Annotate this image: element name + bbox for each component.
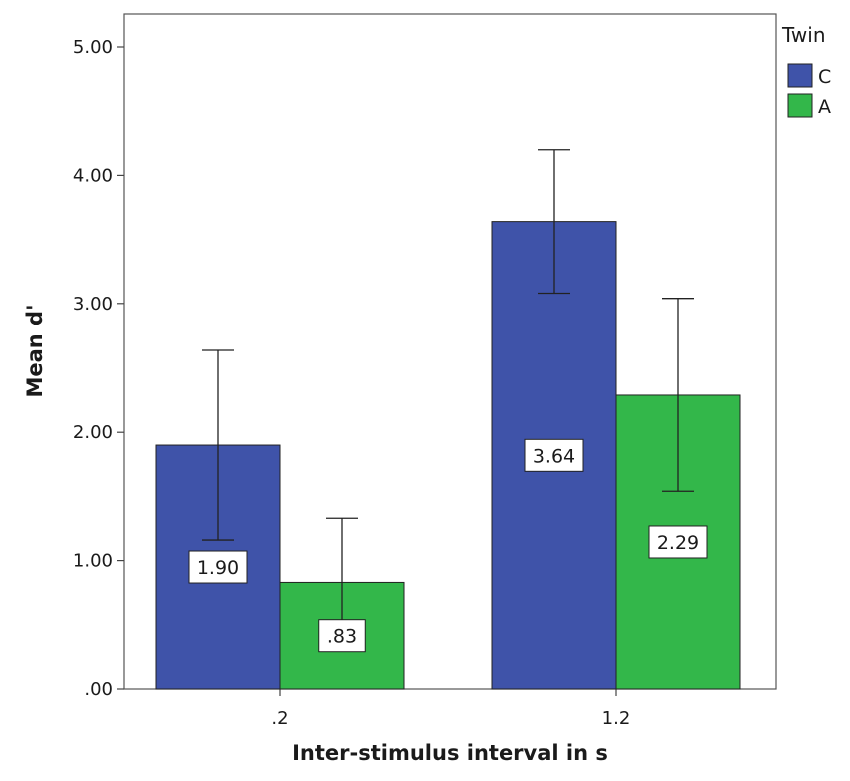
data-label-box bbox=[524, 438, 584, 472]
legend-items: CA bbox=[787, 63, 831, 118]
legend-title: Twin bbox=[781, 23, 826, 47]
data-label: 1.90 bbox=[197, 557, 239, 579]
y-tick-label: 4.00 bbox=[73, 165, 113, 186]
y-tick-label: .00 bbox=[84, 679, 113, 700]
data-labels: 1.90 3.64 .83 2.29 bbox=[188, 438, 708, 653]
legend-label-a: A bbox=[818, 96, 831, 118]
y-axis: .00 1.00 2.00 3.00 4.00 5.00 bbox=[73, 37, 124, 700]
x-axis-title: Inter-stimulus interval in s bbox=[292, 741, 608, 765]
y-tick-label: 2.00 bbox=[73, 422, 113, 443]
x-axis: .2 1.2 bbox=[271, 689, 630, 729]
x-tick-label: 1.2 bbox=[602, 708, 631, 729]
y-tick-label: 3.00 bbox=[73, 294, 113, 315]
legend: Twin CA bbox=[781, 23, 831, 118]
legend-swatch-c bbox=[787, 63, 813, 88]
legend-swatch-a bbox=[787, 93, 813, 118]
y-tick-label: 5.00 bbox=[73, 37, 113, 58]
data-label: 2.29 bbox=[657, 532, 699, 554]
legend-label-c: C bbox=[818, 66, 831, 88]
data-label: 3.64 bbox=[533, 445, 575, 467]
y-axis-title: Mean d' bbox=[23, 304, 47, 397]
data-label-box bbox=[318, 619, 366, 653]
x-tick-label: .2 bbox=[271, 708, 288, 729]
data-label-box bbox=[648, 525, 708, 559]
data-label-box bbox=[188, 550, 248, 584]
y-tick-label: 1.00 bbox=[73, 551, 113, 572]
data-label: .83 bbox=[327, 626, 357, 648]
